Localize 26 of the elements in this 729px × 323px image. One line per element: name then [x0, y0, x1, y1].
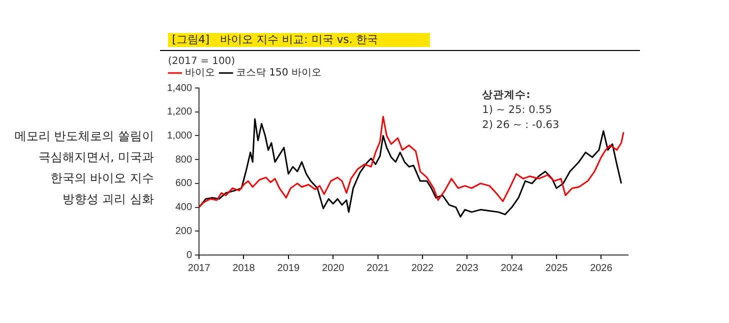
y-axis-title: (2017 = 100): [168, 56, 236, 67]
x-tick-label: 2018: [232, 262, 256, 274]
x-tick-label: 2020: [322, 262, 345, 274]
x-tick-label: 2019: [277, 262, 300, 274]
y-tick-label: 200: [175, 226, 192, 237]
x-tick-label: 2017: [188, 262, 211, 274]
x-tick-label: 2026: [590, 262, 613, 274]
y-tick-label: 1,000: [166, 130, 192, 142]
y-tick-label: 1,200: [166, 106, 192, 118]
x-tick-label: 2025: [545, 262, 568, 274]
text: 메모리 반도체로의 쏠림이 극심해지면서, 미국과 한국의 바이오 지수 방향성 괴리 심화: [14, 128, 154, 208]
y-tick-label: 1,400: [166, 82, 192, 94]
y-tick-label: 0: [186, 250, 192, 261]
x-tick-label: 2021: [366, 262, 390, 274]
x-tick-label: 2024: [500, 262, 524, 274]
annotation: 상관계수:: [482, 89, 530, 101]
legend-label: 바이오: [185, 68, 215, 79]
y-tick-label: 600: [175, 178, 192, 190]
chart-title: [그림4] 바이오 지수 비교: 미국 vs. 한국: [168, 33, 430, 47]
legend-label: 코스닥 150 바이오: [236, 68, 322, 79]
annotation: 2) 26 ~ : -0.63: [482, 119, 560, 131]
x-tick-label: 2023: [456, 262, 479, 274]
y-tick-label: 800: [175, 154, 192, 166]
y-tick-label: 400: [175, 202, 192, 214]
annotation: 1) ~ 25: 0.55: [482, 104, 552, 116]
x-tick-label: 2022: [411, 262, 434, 274]
